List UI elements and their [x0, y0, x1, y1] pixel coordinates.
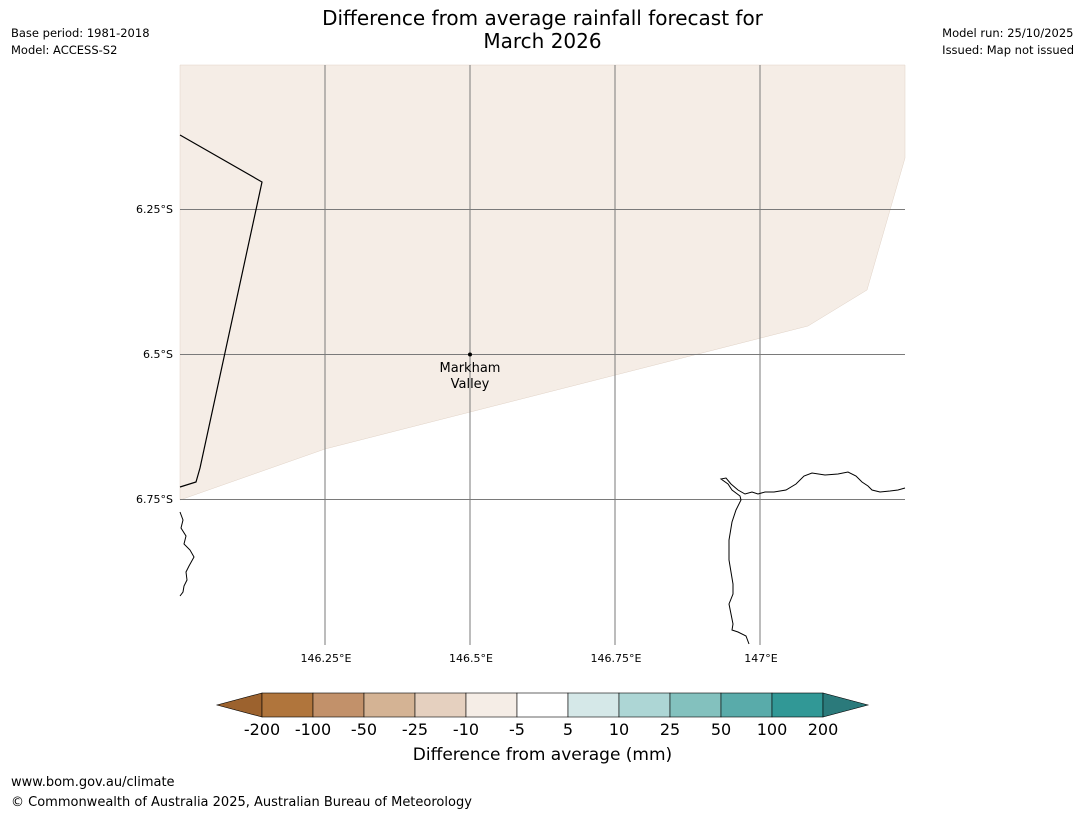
issued-text: Issued: Map not issued — [942, 43, 1074, 57]
coastline-east — [719, 471, 906, 645]
legend-color-swatch — [516, 692, 569, 718]
rainfall-shaded-region — [179, 64, 906, 501]
legend-tick-label: -5 — [509, 720, 525, 739]
legend-tick-label: 10 — [608, 720, 630, 739]
legend-tick-label: -10 — [452, 720, 480, 739]
map-panel: Markham Valley — [179, 64, 906, 645]
title-line-1: Difference from average rainfall forecas… — [322, 6, 763, 30]
lat-label-6-25: 6.25°S — [136, 203, 173, 216]
metadata-left: Base period: 1981-2018 Model: ACCESS-S2 — [11, 25, 150, 59]
metadata-right: Model run: 25/10/2025 Issued: Map not is… — [942, 25, 1074, 59]
footer-url: www.bom.gov.au/climate — [11, 775, 175, 790]
map-title: Difference from average rainfall forecas… — [240, 7, 845, 53]
legend-title-text: Difference from average (mm) — [412, 745, 673, 765]
legend-tick-label: -50 — [350, 720, 378, 739]
legend-title: Difference from average (mm) — [0, 745, 1085, 765]
lat-label-6-75: 6.75°S — [136, 493, 173, 506]
legend-color-swatch — [669, 692, 722, 718]
legend-tick-label: 200 — [807, 720, 839, 739]
legend-tick-label: -200 — [243, 720, 281, 739]
legend-tick-label: 100 — [756, 720, 788, 739]
legend-extend-high-arrow — [822, 692, 870, 718]
legend-tick-label: 50 — [710, 720, 732, 739]
lon-label-146-75: 146.75°E — [591, 652, 642, 665]
legend-extend-low-arrow — [215, 692, 263, 718]
legend-color-swatch — [312, 692, 365, 718]
legend-color-swatch — [363, 692, 416, 718]
legend-tick-label: 25 — [659, 720, 681, 739]
legend-colorbar — [215, 692, 870, 718]
legend-color-swatch — [771, 692, 824, 718]
legend-tick-label: 5 — [562, 720, 574, 739]
legend-color-swatch — [465, 692, 518, 718]
legend-color-swatch — [567, 692, 620, 718]
lon-label-147: 147°E — [744, 652, 777, 665]
markham-valley-marker — [468, 352, 472, 357]
lon-label-146-25: 146.25°E — [301, 652, 352, 665]
legend-color-swatch — [414, 692, 467, 718]
model-text: Model: ACCESS-S2 — [11, 43, 118, 57]
model-run-text: Model run: 25/10/2025 — [942, 26, 1074, 40]
place-label-line-2: Valley — [451, 377, 490, 392]
legend-color-swatch — [618, 692, 671, 718]
legend-color-swatch — [261, 692, 314, 718]
legend-tick-label: -25 — [401, 720, 429, 739]
title-line-2: March 2026 — [483, 29, 602, 53]
province-border-line — [179, 134, 263, 488]
coastline-west — [179, 511, 195, 597]
place-label-line-1: Markham — [440, 361, 501, 376]
legend-color-swatch — [720, 692, 773, 718]
gridlines — [180, 65, 905, 645]
footer-copyright: © Commonwealth of Australia 2025, Austra… — [11, 795, 472, 810]
base-period-text: Base period: 1981-2018 — [11, 26, 150, 40]
lat-label-6-5: 6.5°S — [143, 348, 173, 361]
legend-tick-label: -100 — [294, 720, 332, 739]
lon-label-146-5: 146.5°E — [449, 652, 493, 665]
